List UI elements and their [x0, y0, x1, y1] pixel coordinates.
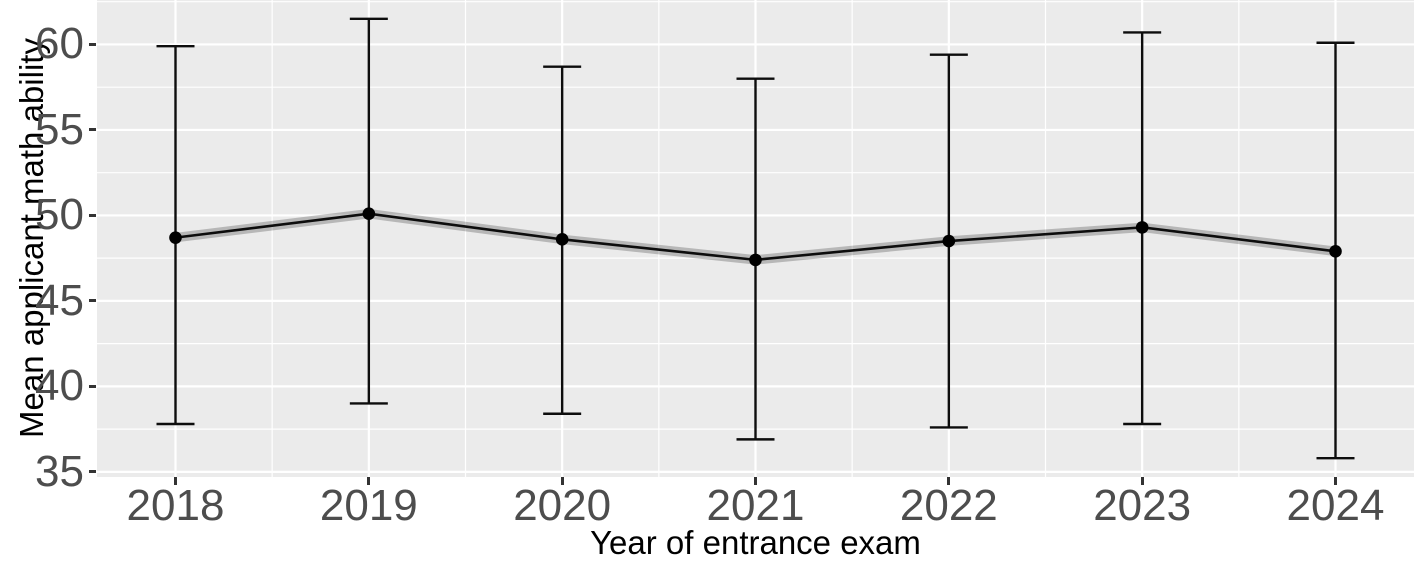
data-point [555, 233, 569, 246]
y-axis-tick-label: 55 [35, 104, 84, 154]
data-point [1135, 221, 1149, 234]
plot-panel [97, 0, 1414, 477]
x-axis-tick-mark [367, 477, 371, 485]
x-axis-tick-label: 2019 [319, 481, 418, 530]
data-point [169, 231, 182, 244]
x-axis-tick-label: 2024 [1286, 481, 1385, 530]
x-axis-tick-label: 2021 [706, 481, 805, 530]
x-axis-tick-label: 2020 [513, 481, 612, 530]
x-axis-tick-label: 2022 [899, 481, 998, 530]
y-axis-tick-mark [89, 213, 96, 217]
y-axis-tick-label: 50 [35, 190, 84, 240]
data-point [1329, 245, 1342, 258]
x-axis-tick-label: 2018 [126, 481, 225, 530]
y-axis-tick-label: 60 [35, 19, 84, 69]
x-axis-tick-mark [560, 477, 564, 485]
confidence-ribbon [175, 208, 1336, 265]
y-axis-tick-label: 40 [35, 361, 84, 411]
x-axis-title: Year of entrance exam [590, 524, 921, 561]
data-point [362, 207, 376, 221]
data-point [942, 234, 956, 248]
x-axis-tick-mark [754, 477, 757, 485]
x-axis-tick-mark [174, 477, 177, 485]
x-axis-tick-mark [1140, 477, 1144, 485]
y-axis-tick-mark [89, 128, 96, 132]
y-axis-tick-mark [89, 42, 96, 46]
y-axis-tick-mark [89, 299, 96, 303]
x-axis-tick-mark [947, 477, 951, 485]
x-axis-tick-label: 2023 [1093, 481, 1192, 530]
y-axis-tick-label: 45 [35, 275, 84, 325]
y-axis-tick-mark [89, 384, 96, 388]
x-axis-tick-mark [1334, 477, 1337, 485]
y-axis-tick-mark [89, 470, 96, 474]
y-axis-tick-label: 35 [35, 446, 84, 496]
data-point [749, 253, 762, 267]
